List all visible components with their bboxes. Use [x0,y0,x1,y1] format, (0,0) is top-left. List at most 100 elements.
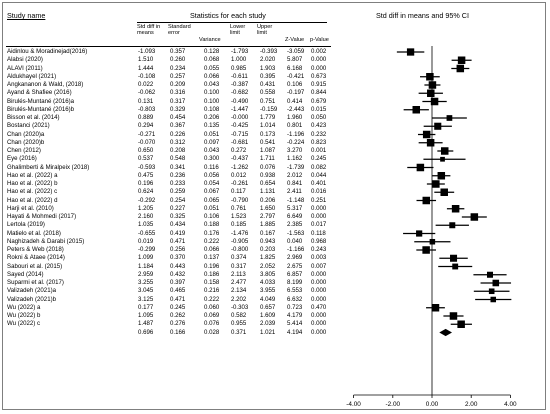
cell-smd: -0.593 [138,163,156,171]
cell-ul: 1.779 [260,114,276,121]
effect-marker [446,115,453,121]
cell-ll: -0.611 [231,72,248,80]
cell-ul: 0.541 [260,138,276,146]
effect-marker [470,213,479,221]
cell-ll: 0.371 [231,328,247,336]
effect-marker [440,188,448,196]
cell-smd: -0.299 [138,246,156,253]
cell-smd: 0.537 [138,155,154,163]
effect-marker [406,48,415,56]
study-name: Harji et al. (2010) [7,204,54,212]
effect-marker [422,130,431,139]
cell-ul: 2.039 [260,320,276,328]
cell-p: 0.000 [311,64,327,72]
cell-ul: 0.173 [260,130,276,138]
plot-title: Std diff in means and 95% CI [376,11,469,20]
cell-se: 0.233 [170,180,186,187]
cell-p: 0.002 [311,48,327,55]
cell-z: 1.162 [287,155,303,163]
cell-se: 0.471 [170,295,186,303]
col-header-variance: Variance [199,37,221,43]
cell-p: 0.844 [311,89,327,97]
study-name: Sabouri et al. (2015) [7,262,63,270]
cell-smd: 0.019 [138,237,154,245]
cell-smd: 1.510 [138,56,154,64]
cell-smd: 0.294 [138,122,154,130]
cell-ul: 0.558 [260,89,276,97]
cell-var: 0.116 [204,163,219,171]
cell-z: 1.960 [287,114,303,121]
cell-var: 0.186 [204,270,220,278]
cell-smd: 0.475 [138,171,154,179]
study-name: Hayati & Mohmedi (2017) [7,213,77,220]
cell-ll: -0.682 [231,89,249,97]
cell-ul: 1.885 [260,221,276,229]
cell-z: 2.385 [287,221,303,229]
cell-ll: -0.425 [231,122,249,130]
effect-marker [422,196,431,205]
cell-ul: 1.021 [260,328,276,336]
cell-se: 0.397 [170,279,186,286]
cell-ll: 2.477 [231,279,247,286]
study-name: Valizadeh (2021)b [7,295,57,303]
cell-p: 0.007 [311,262,327,270]
cell-p: 0.968 [311,237,327,245]
cell-z: -1.166 [287,246,305,253]
cell-z: -1.148 [287,196,305,204]
cell-z: 2.012 [287,171,303,179]
cell-se: 0.317 [170,97,186,105]
cell-ll: -0.490 [231,97,249,105]
cell-p: 0.679 [311,97,327,105]
cell-var: 0.188 [204,221,220,229]
cell-ll: 0.955 [231,320,247,328]
cell-z: 6.632 [287,295,303,303]
x-tick-label: -2.00 [386,401,401,408]
cell-p: 0.251 [311,196,327,204]
col-header-z: Z-Value [285,37,305,43]
effect-marker [432,180,440,188]
cell-ll: 0.012 [231,171,247,179]
cell-ll: 1.523 [231,213,247,220]
cell-ul: 0.751 [260,97,276,105]
cell-z: 0.841 [287,180,303,187]
cell-ul: 0.167 [260,229,276,237]
cell-z: -3.059 [287,48,305,55]
study-name: Valizadeh (2021)a [7,287,57,295]
cell-var: 0.069 [204,312,220,319]
cell-smd: -0.271 [138,130,156,138]
cell-var: 0.158 [204,279,220,286]
effect-marker [451,205,460,213]
cell-var: 0.066 [204,72,220,80]
cell-p: 0.000 [311,287,327,295]
col-header-p: p-Value [310,37,329,43]
cell-ll: -1.793 [231,48,249,55]
effect-marker [449,222,456,229]
cell-smd: 3.255 [138,279,154,286]
cell-se: 0.236 [170,171,186,179]
cell-p: 0.000 [311,328,327,336]
cell-smd: 0.696 [138,328,154,336]
cell-se: 0.209 [170,81,186,88]
cell-z: 2.411 [287,188,302,196]
header-bottom-rule-left [6,46,331,47]
study-name: Wu (2022) c [7,320,41,328]
study-name: Hao et al. (2022) b [7,180,58,187]
cell-ul: 4.033 [260,279,276,286]
cell-ul: 1.131 [260,188,276,196]
cell-z: 0.801 [287,122,303,130]
cell-smd: -0.070 [138,138,156,146]
cell-p: 0.050 [311,114,327,121]
effect-marker [440,156,445,162]
cell-smd: -0.803 [138,105,156,113]
cell-se: 0.256 [170,246,186,253]
cell-se: 0.166 [170,328,186,336]
effect-marker [457,320,465,328]
cell-ul: 0.395 [260,72,276,80]
study-name: Birulés-Muntané (2016)b [7,105,75,113]
cell-se: 0.312 [170,138,186,146]
cell-var: 0.135 [204,122,220,130]
cell-ul: 0.203 [260,246,276,253]
cell-ll: 0.317 [231,262,247,270]
cell-ll: 0.582 [231,312,247,319]
